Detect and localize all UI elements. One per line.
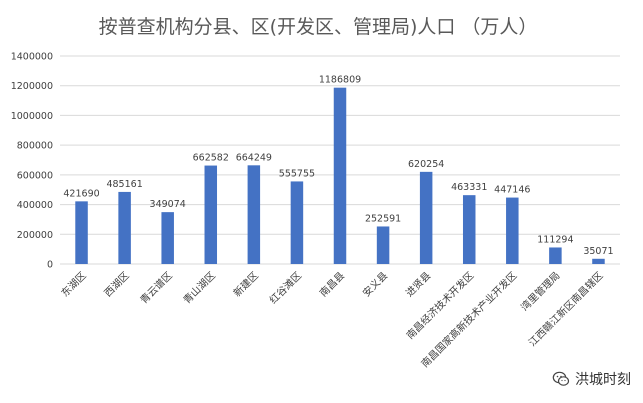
bar: [118, 191, 131, 264]
y-axis-tick-labels: 0 200000 400000 600000 800000 1000000 1200000 1…: [11, 52, 53, 271]
y-tick-label: 1200000: [11, 81, 53, 92]
bar: [419, 171, 433, 264]
data-label: 252591: [365, 213, 401, 224]
data-label: 1186809: [319, 75, 361, 86]
category-label: 新建区: [231, 269, 261, 299]
bar: [333, 87, 347, 264]
data-label: 664249: [236, 152, 272, 163]
category-label: 南昌县: [317, 269, 347, 299]
category-label: 红谷滩区: [267, 269, 304, 306]
data-label: 485161: [106, 179, 142, 190]
category-label: 东湖区: [58, 269, 88, 299]
category-label: 安义县: [360, 269, 390, 299]
bar: [247, 165, 261, 264]
bar: [592, 258, 605, 264]
data-label: 662582: [193, 153, 229, 164]
category-label: 青云谱区: [137, 269, 174, 306]
y-tick-label: 0: [47, 260, 53, 271]
data-labels: 421690 485161 349074 662582 664249 555755 1186…: [63, 75, 613, 257]
category-label: 江西赣江新区南昌辖区: [526, 269, 606, 349]
bars: [75, 87, 605, 264]
bar: [161, 212, 174, 264]
bar: [506, 197, 519, 264]
data-label: 111294: [537, 234, 573, 245]
bar: [204, 165, 218, 264]
category-label: 青山湖区: [180, 269, 217, 306]
wechat-icon: [552, 371, 570, 386]
x-axis-category-labels: 东湖区 西湖区 青云谱区 青山湖区 新建区 红谷滩区 南昌县 安义县 进贤县南昌经济技术开发区南…: [58, 269, 605, 370]
data-label: 35071: [583, 246, 613, 257]
y-tick-label: 1400000: [11, 52, 53, 63]
y-tick-label: 800000: [17, 141, 53, 152]
data-label: 555755: [279, 168, 315, 179]
watermark-text: 洪城时刻: [575, 372, 631, 388]
data-label: 447146: [494, 185, 530, 196]
y-tick-label: 200000: [17, 230, 53, 241]
data-label: 463331: [451, 182, 487, 193]
data-label: 620254: [408, 159, 444, 170]
bar: [462, 195, 476, 264]
chart-title: 按普查机构分县、区(开发区、管理局)人口 （万人）: [99, 16, 538, 38]
watermark: 洪城时刻: [552, 369, 631, 389]
data-label: 421690: [63, 188, 99, 199]
bar: [290, 181, 304, 264]
y-tick-label: 400000: [17, 200, 53, 211]
bar: [376, 226, 390, 264]
bar: [75, 201, 88, 264]
data-label: 349074: [150, 199, 186, 210]
category-label: 进贤县: [404, 270, 434, 300]
category-label: 湾里管理局: [518, 269, 563, 314]
category-label: 西湖区: [102, 270, 132, 300]
y-tick-label: 1000000: [11, 111, 53, 122]
bar: [549, 247, 562, 264]
y-tick-label: 600000: [17, 170, 53, 181]
